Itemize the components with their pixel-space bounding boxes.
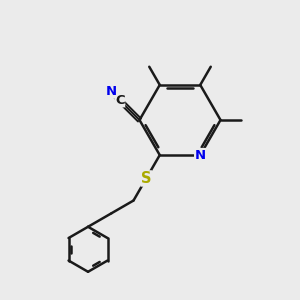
Text: N: N: [105, 85, 116, 98]
Text: S: S: [141, 171, 152, 186]
Text: C: C: [115, 94, 124, 107]
Text: N: N: [195, 148, 206, 162]
